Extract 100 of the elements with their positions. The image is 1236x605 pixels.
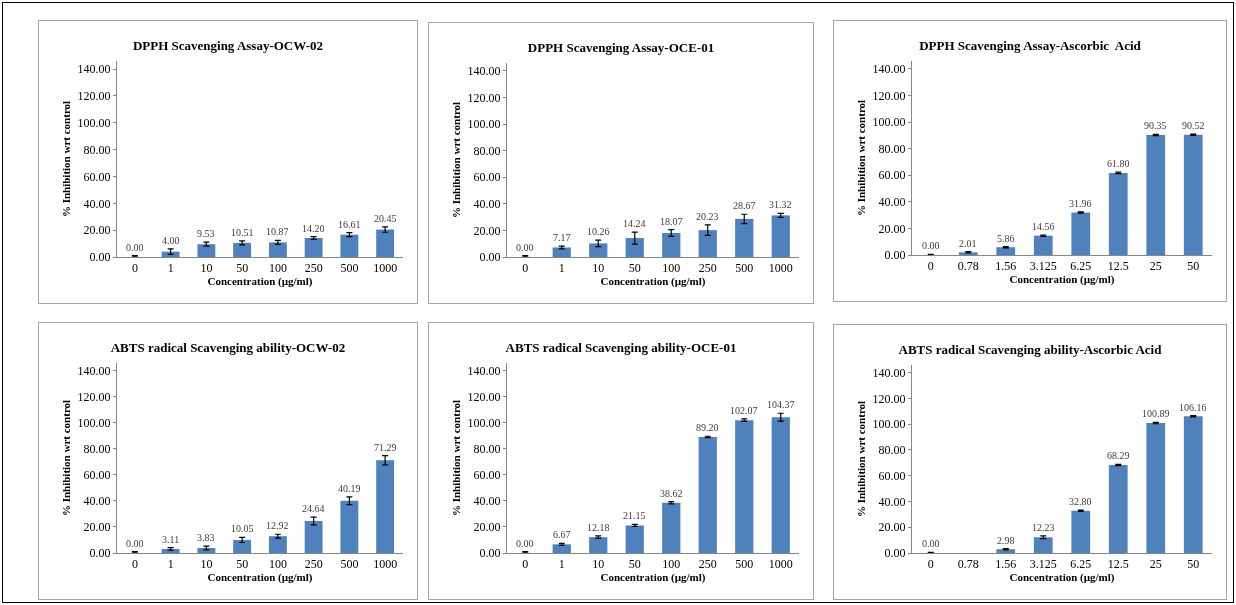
chart-title: DPPH Scavenging Assay-OCE-01 [527, 40, 715, 56]
y-axis-title: % Inhibition wrt control [450, 399, 463, 517]
bar [1146, 423, 1166, 553]
y-tick-label: 20.00 [878, 520, 906, 535]
y-tick-label: 20.00 [83, 223, 111, 238]
data-label: 10.05 [231, 523, 254, 534]
x-axis-title: Concentration (µg/ml) [207, 571, 313, 585]
bar [1183, 134, 1203, 255]
y-tick-label: 80.00 [878, 141, 906, 156]
x-tick-label: 1000 [768, 261, 793, 276]
y-tick-label: 100.00 [872, 115, 906, 130]
data-label: 38.62 [660, 488, 683, 499]
x-tick-label: 100 [268, 557, 287, 572]
x-tick-label: 12.5 [1107, 259, 1129, 274]
y-tick-label: 80.00 [878, 443, 906, 458]
data-label: 4.00 [162, 235, 180, 246]
x-axis-title: Concentration (µg/ml) [1009, 273, 1115, 287]
y-tick-label: 0.00 [479, 250, 501, 265]
x-tick-label: 0 [131, 261, 138, 276]
x-tick-label: 100 [268, 261, 287, 276]
bar [698, 436, 717, 553]
y-tick-label: 60.00 [83, 169, 111, 184]
data-label: 3.11 [162, 534, 180, 545]
y-tick-label: 140.00 [872, 365, 906, 380]
x-axis-title: Concentration (µg/ml) [207, 275, 313, 289]
y-tick-label: 40.00 [83, 494, 111, 509]
bar [1033, 537, 1053, 553]
data-label: 32.80 [1069, 496, 1092, 507]
x-tick-label: 1 [558, 557, 565, 572]
x-tick-label: 25 [1149, 259, 1162, 274]
data-label: 0.00 [126, 242, 144, 253]
data-label: 40.19 [338, 483, 361, 494]
y-tick-label: 40.00 [878, 195, 906, 210]
x-tick-label: 6.25 [1070, 557, 1092, 572]
bar [552, 544, 571, 553]
data-label: 10.26 [587, 226, 610, 237]
data-label: 10.87 [266, 226, 289, 237]
data-label: 90.35 [1144, 120, 1167, 131]
y-tick-label: 140.00 [872, 62, 906, 77]
data-label: 12.18 [587, 522, 610, 533]
y-tick-label: 40.00 [878, 494, 906, 509]
data-label: 24.64 [302, 503, 325, 514]
x-tick-label: 0 [927, 259, 934, 274]
y-tick-label: 20.00 [473, 223, 501, 238]
chart-title: ABTS radical Scavenging ability-Ascorbic Acid [898, 342, 1163, 358]
bar [233, 242, 252, 257]
x-tick-label: 0 [131, 557, 138, 572]
data-label: 6.67 [553, 529, 571, 540]
x-tick-label: 0 [927, 557, 934, 572]
y-tick-label: 100.00 [467, 416, 501, 431]
x-tick-label: 0.78 [957, 259, 979, 274]
x-tick-label: 50 [236, 557, 249, 572]
x-tick-label: 100 [662, 557, 681, 572]
bar [996, 247, 1016, 255]
bar [376, 460, 395, 553]
y-tick-label: 120.00 [872, 391, 906, 406]
bar [996, 549, 1016, 553]
y-tick-label: 20.00 [83, 520, 111, 535]
x-tick-label: 50 [1187, 557, 1200, 572]
y-tick-label: 80.00 [473, 442, 501, 457]
y-tick-label: 40.00 [473, 494, 501, 509]
data-label: 18.07 [660, 216, 683, 227]
y-tick-label: 0.00 [89, 546, 111, 561]
x-tick-label: 500 [735, 261, 754, 276]
chart-title: ABTS radical Scavenging ability-OCE-01 [505, 340, 737, 356]
y-tick-label: 140.00 [467, 364, 501, 379]
y-axis-title: % Inhibition wrt control [60, 399, 73, 517]
data-label: 90.52 [1182, 120, 1205, 131]
x-tick-label: 100 [662, 261, 681, 276]
data-label: 61.80 [1107, 158, 1130, 169]
bar [1146, 134, 1166, 255]
x-tick-label: 250 [304, 557, 323, 572]
data-label: 10.51 [231, 227, 254, 238]
x-tick-label: 1000 [373, 261, 398, 276]
x-tick-label: 25 [1149, 557, 1162, 572]
data-label: 12.23 [1032, 522, 1055, 533]
bar [625, 525, 644, 553]
bar [1108, 172, 1128, 255]
y-tick-label: 40.00 [473, 197, 501, 212]
y-tick-label: 40.00 [83, 196, 111, 211]
bar [771, 417, 790, 553]
data-label: 9.53 [197, 228, 215, 239]
y-tick-label: 100.00 [77, 416, 111, 431]
bar [662, 232, 681, 257]
x-tick-label: 0 [522, 557, 529, 572]
chart-title: ABTS radical Scavenging ability-OCW-02 [110, 340, 346, 356]
y-axis-title: % Inhibition wrt control [60, 100, 73, 218]
data-label: 2.98 [997, 535, 1015, 546]
x-tick-label: 1 [167, 261, 174, 276]
y-axis-title: % Inhibition wrt control [855, 99, 868, 217]
bar [1071, 510, 1091, 553]
bar [304, 237, 323, 257]
y-tick-label: 100.00 [77, 115, 111, 130]
bar [340, 500, 359, 553]
data-label: 102.07 [730, 405, 758, 416]
data-label: 0.00 [922, 538, 940, 549]
data-label: 14.56 [1032, 221, 1055, 232]
y-tick-label: 120.00 [467, 90, 501, 105]
x-tick-label: 10 [592, 557, 605, 572]
data-label: 0.00 [516, 242, 534, 253]
